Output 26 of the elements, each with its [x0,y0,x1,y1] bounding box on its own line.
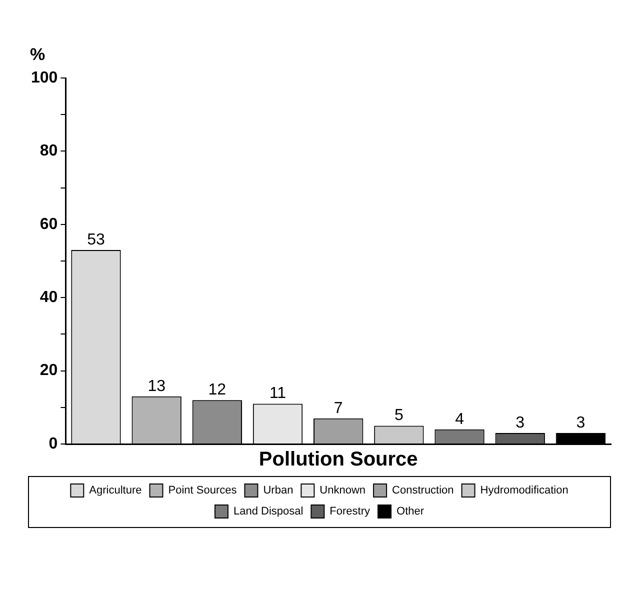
y-tick-label: 100 [30,69,58,86]
y-tick-label: 40 [40,289,58,306]
data-label: 4 [455,410,464,428]
legend-label: Urban [263,484,294,497]
legend-label: Agriculture [89,484,142,497]
x-axis-title: Pollution Source [258,448,418,471]
data-label: 3 [516,414,525,432]
data-label: 13 [148,378,166,395]
data-label: 3 [576,414,586,432]
legend-label: Construction [392,484,454,497]
legend-label: Forestry [330,506,371,518]
legend-label: Hydromodification [480,484,568,497]
data-label: 11 [269,385,286,402]
legend-label: Land Disposal [233,506,304,518]
data-label: 12 [208,381,226,398]
legend-label: Unknown [320,484,366,497]
y-axis-title: % [30,45,46,64]
legend-label: Other [396,506,424,518]
data-label: 7 [334,400,343,417]
data-label: 5 [394,407,404,424]
y-tick-label: 0 [48,435,58,452]
y-tick-label: 20 [40,362,58,380]
y-tick-label: 80 [40,142,58,160]
y-tick-label: 60 [40,216,58,233]
data-label: 53 [87,231,105,248]
legend-label: Point Sources [168,484,238,497]
